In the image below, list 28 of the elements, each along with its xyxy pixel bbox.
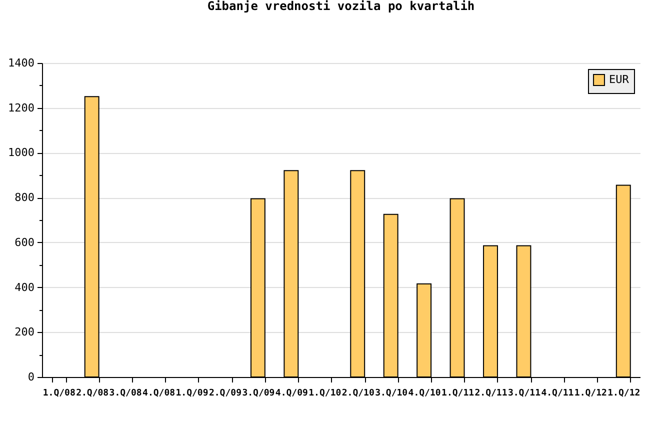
- x-tick-label: 1.Q/10: [308, 388, 342, 398]
- x-tick-label: 3.Q/09: [242, 388, 275, 398]
- x-tick-label: 1.Q/08: [42, 388, 76, 398]
- x-tick-label: 3.Q/08: [109, 388, 142, 398]
- x-tick-label: 4.Q/10: [408, 388, 441, 398]
- x-tick-label: 3.Q/10: [375, 388, 408, 398]
- x-tick-label: 1.Q/11: [442, 388, 474, 398]
- x-tick-label: 4.Q/09: [275, 388, 308, 398]
- x-tick-label: 3.Q/11: [508, 388, 540, 398]
- x-tick-label: 1.Q/09: [176, 388, 208, 398]
- x-tick-label: 1.Q/12: [574, 388, 607, 398]
- y-tick-label: 0: [28, 370, 34, 384]
- chart-title: Gibanje vrednosti vozila po kvartalih: [207, 0, 475, 13]
- x-tick-label: 4.Q/08: [142, 388, 176, 398]
- y-tick-label: 1400: [8, 56, 34, 70]
- y-tick-label: 1000: [8, 146, 34, 160]
- y-tick-label: 600: [14, 236, 34, 249]
- legend-label: EUR: [609, 73, 630, 86]
- y-tick-label: 200: [14, 326, 34, 339]
- x-tick-label: 1.Q/12: [608, 388, 640, 398]
- y-tick-label: 800: [14, 191, 34, 204]
- x-tick-label: 2.Q/10: [342, 388, 374, 398]
- x-tick-label: 4.Q/11: [541, 388, 574, 398]
- y-tick-label: 400: [14, 280, 34, 294]
- x-tick-label: 2.Q/08: [76, 388, 109, 398]
- y-tick-label: 1200: [8, 101, 34, 114]
- x-tick-label: 2.Q/11: [474, 388, 508, 398]
- x-tick-label: 2.Q/09: [208, 388, 242, 398]
